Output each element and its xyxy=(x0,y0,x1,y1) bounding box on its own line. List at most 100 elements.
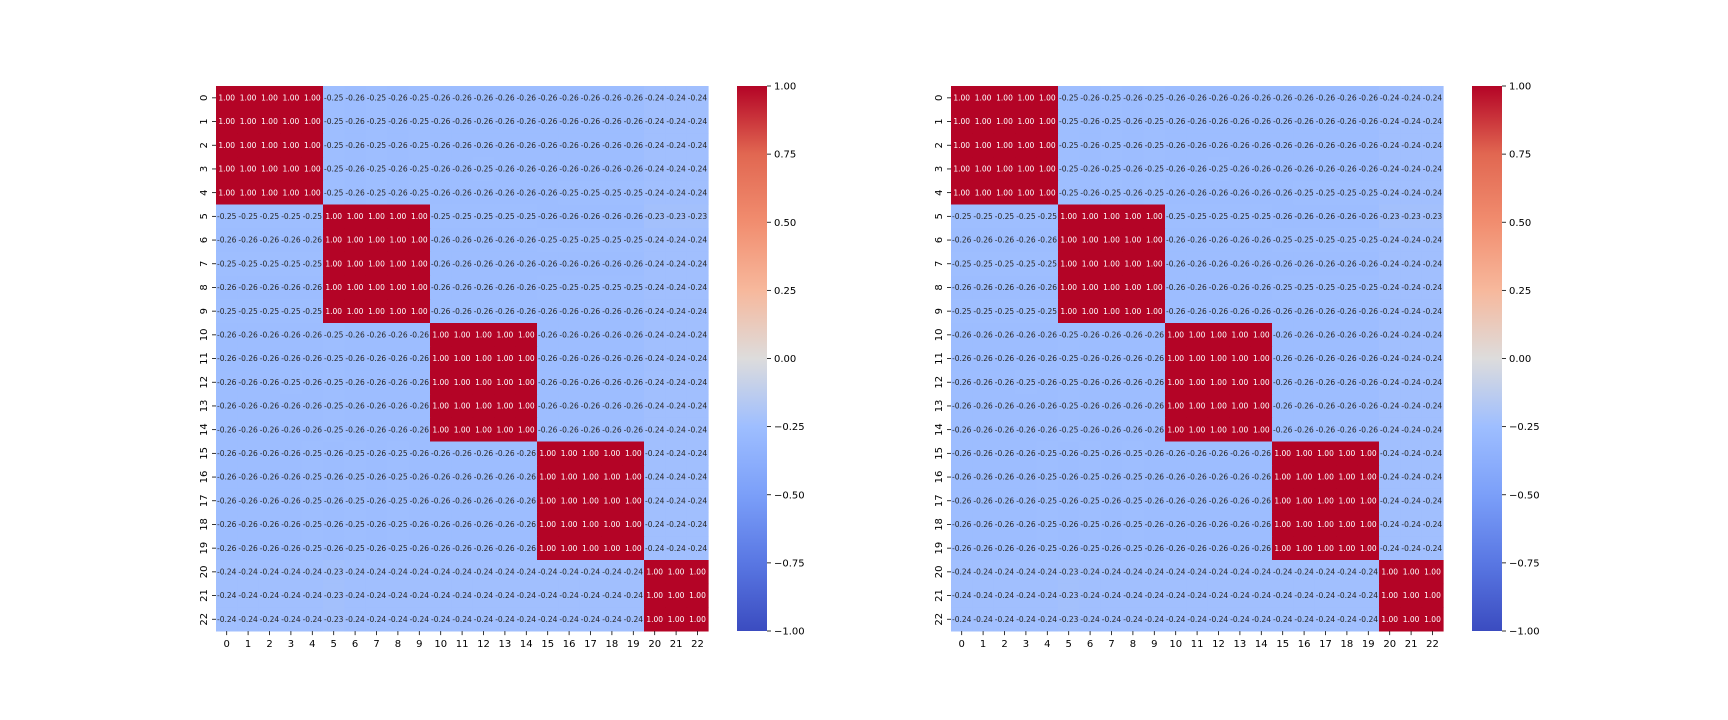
cell-value-13-13: 1.00 xyxy=(1232,402,1249,411)
cell-value-6-21: -0.24 xyxy=(666,236,686,245)
cell-value-21-15: -0.24 xyxy=(1273,591,1293,600)
y-tick-label-9: 9 xyxy=(934,308,945,314)
cell-value-17-4: -0.25 xyxy=(1038,496,1058,505)
cell-value-20-10: -0.24 xyxy=(1166,567,1186,576)
heatmap-cell-20-9 xyxy=(408,560,431,585)
heatmap-cell-13-11 xyxy=(451,394,474,419)
heatmap-cell-16-21 xyxy=(1400,465,1423,490)
heatmap-cell-7-22 xyxy=(1421,251,1444,276)
heatmap-cell-17-2 xyxy=(258,488,281,513)
cell-value-2-13: -0.26 xyxy=(495,141,515,150)
cell-value-14-19: -0.26 xyxy=(624,425,644,434)
heatmap-cell-16-19 xyxy=(622,465,645,490)
heatmap-cell-18-10 xyxy=(1165,512,1187,537)
heatmap-cell-19-1 xyxy=(237,536,260,561)
cell-value-10-2: -0.26 xyxy=(260,330,280,339)
heatmap-cell-5-20 xyxy=(644,204,666,229)
cell-value-2-20: -0.24 xyxy=(1380,141,1400,150)
cell-value-4-2: 1.00 xyxy=(996,188,1013,197)
cell-value-1-10: -0.26 xyxy=(431,117,451,126)
heatmap-cell-22-8 xyxy=(387,607,409,632)
cell-value-5-22: -0.23 xyxy=(688,212,708,221)
heatmap-cell-6-9 xyxy=(408,228,431,253)
cell-value-7-14: -0.26 xyxy=(517,259,537,268)
heatmap-cell-21-12 xyxy=(1207,583,1230,608)
heatmap-cell-20-16 xyxy=(558,560,581,585)
cell-value-16-11: -0.26 xyxy=(452,473,472,482)
cell-value-17-13: -0.26 xyxy=(495,496,515,505)
colorbar-tick-label-8: −1.00 xyxy=(774,627,805,638)
cell-value-20-9: -0.24 xyxy=(1145,567,1165,576)
heatmap-cell-18-11 xyxy=(1186,512,1209,537)
heatmap-cell-17-19 xyxy=(622,488,645,513)
heatmap-cell-1-10 xyxy=(430,109,452,134)
heatmap-cell-21-20 xyxy=(1379,583,1401,608)
heatmap-cell-5-3 xyxy=(280,204,302,229)
cell-value-12-14: 1.00 xyxy=(518,378,535,387)
cell-value-8-8: 1.00 xyxy=(390,283,407,292)
cell-value-9-13: -0.26 xyxy=(1230,307,1250,316)
heatmap-cell-4-12 xyxy=(1207,180,1230,205)
x-tick-label-3: 3 xyxy=(288,639,294,650)
heatmap-cell-10-4 xyxy=(301,323,324,348)
cell-value-14-11: 1.00 xyxy=(454,425,471,434)
heatmap-cell-11-14 xyxy=(515,346,538,371)
cell-value-0-18: -0.26 xyxy=(602,93,622,102)
heatmap-cell-18-13 xyxy=(494,512,516,537)
heatmap-cell-8-11 xyxy=(1186,275,1209,300)
heatmap-cell-2-3 xyxy=(1015,133,1037,158)
cell-value-5-9: 1.00 xyxy=(1146,212,1163,221)
heatmap-cell-21-21 xyxy=(1400,583,1423,608)
heatmap-cell-14-4 xyxy=(1036,417,1059,442)
cell-value-4-8: -0.26 xyxy=(1123,188,1143,197)
heatmap-cell-17-18 xyxy=(1336,488,1358,513)
heatmap-cell-2-6 xyxy=(1079,133,1102,158)
cell-value-0-21: -0.24 xyxy=(666,93,686,102)
heatmap-cell-9-2 xyxy=(993,299,1016,324)
cell-value-0-14: -0.26 xyxy=(1252,93,1272,102)
heatmap-cell-7-4 xyxy=(301,251,324,276)
cell-value-3-21: -0.24 xyxy=(666,165,686,174)
heatmap-cell-3-20 xyxy=(1379,157,1401,182)
heatmap-cell-13-3 xyxy=(280,394,302,419)
heatmap-cell-9-19 xyxy=(622,299,645,324)
cell-value-5-2: -0.25 xyxy=(260,212,280,221)
heatmap-cell-12-15 xyxy=(1272,370,1294,395)
cell-value-14-16: -0.26 xyxy=(1294,425,1314,434)
cell-value-19-3: -0.26 xyxy=(1016,544,1036,553)
x-tick-label-3: 3 xyxy=(1023,639,1029,650)
cell-value-21-10: -0.24 xyxy=(431,591,451,600)
cell-value-16-16: 1.00 xyxy=(561,473,578,482)
cell-value-9-18: -0.26 xyxy=(1337,307,1357,316)
heatmap-cell-8-15 xyxy=(537,275,559,300)
heatmap-cell-20-12 xyxy=(472,560,495,585)
cell-value-20-19: -0.24 xyxy=(624,567,644,576)
heatmap-cell-2-10 xyxy=(1165,133,1187,158)
cell-value-3-13: -0.26 xyxy=(1230,165,1250,174)
heatmap-cell-21-7 xyxy=(1100,583,1123,608)
heatmap-cell-16-18 xyxy=(1336,465,1358,490)
cell-value-11-18: -0.26 xyxy=(1337,354,1357,363)
heatmap-cell-21-20 xyxy=(644,583,666,608)
cell-value-11-9: -0.26 xyxy=(1145,354,1165,363)
heatmap-cell-9-17 xyxy=(1314,299,1337,324)
heatmap-cell-17-14 xyxy=(515,488,538,513)
cell-value-21-0: -0.24 xyxy=(217,591,237,600)
heatmap-cell-3-21 xyxy=(665,157,688,182)
heatmap-cell-20-5 xyxy=(323,560,345,585)
cell-value-13-11: 1.00 xyxy=(1189,402,1206,411)
cell-value-16-5: -0.26 xyxy=(1059,473,1079,482)
cell-value-6-9: 1.00 xyxy=(1146,236,1163,245)
heatmap-cell-20-1 xyxy=(237,560,260,585)
heatmap-cell-6-1 xyxy=(972,228,995,253)
cell-value-11-10: 1.00 xyxy=(1167,354,1184,363)
cell-value-5-17: -0.26 xyxy=(581,212,601,221)
x-tick-label-18: 18 xyxy=(1341,639,1354,650)
heatmap-cell-4-15 xyxy=(1272,180,1294,205)
cell-value-13-5: -0.25 xyxy=(324,402,344,411)
heatmap-cell-1-1 xyxy=(972,109,995,134)
cell-value-14-2: -0.26 xyxy=(260,425,280,434)
cell-value-13-9: -0.26 xyxy=(1145,402,1165,411)
cell-value-18-7: -0.26 xyxy=(367,520,387,529)
heatmap-cell-3-12 xyxy=(472,157,495,182)
